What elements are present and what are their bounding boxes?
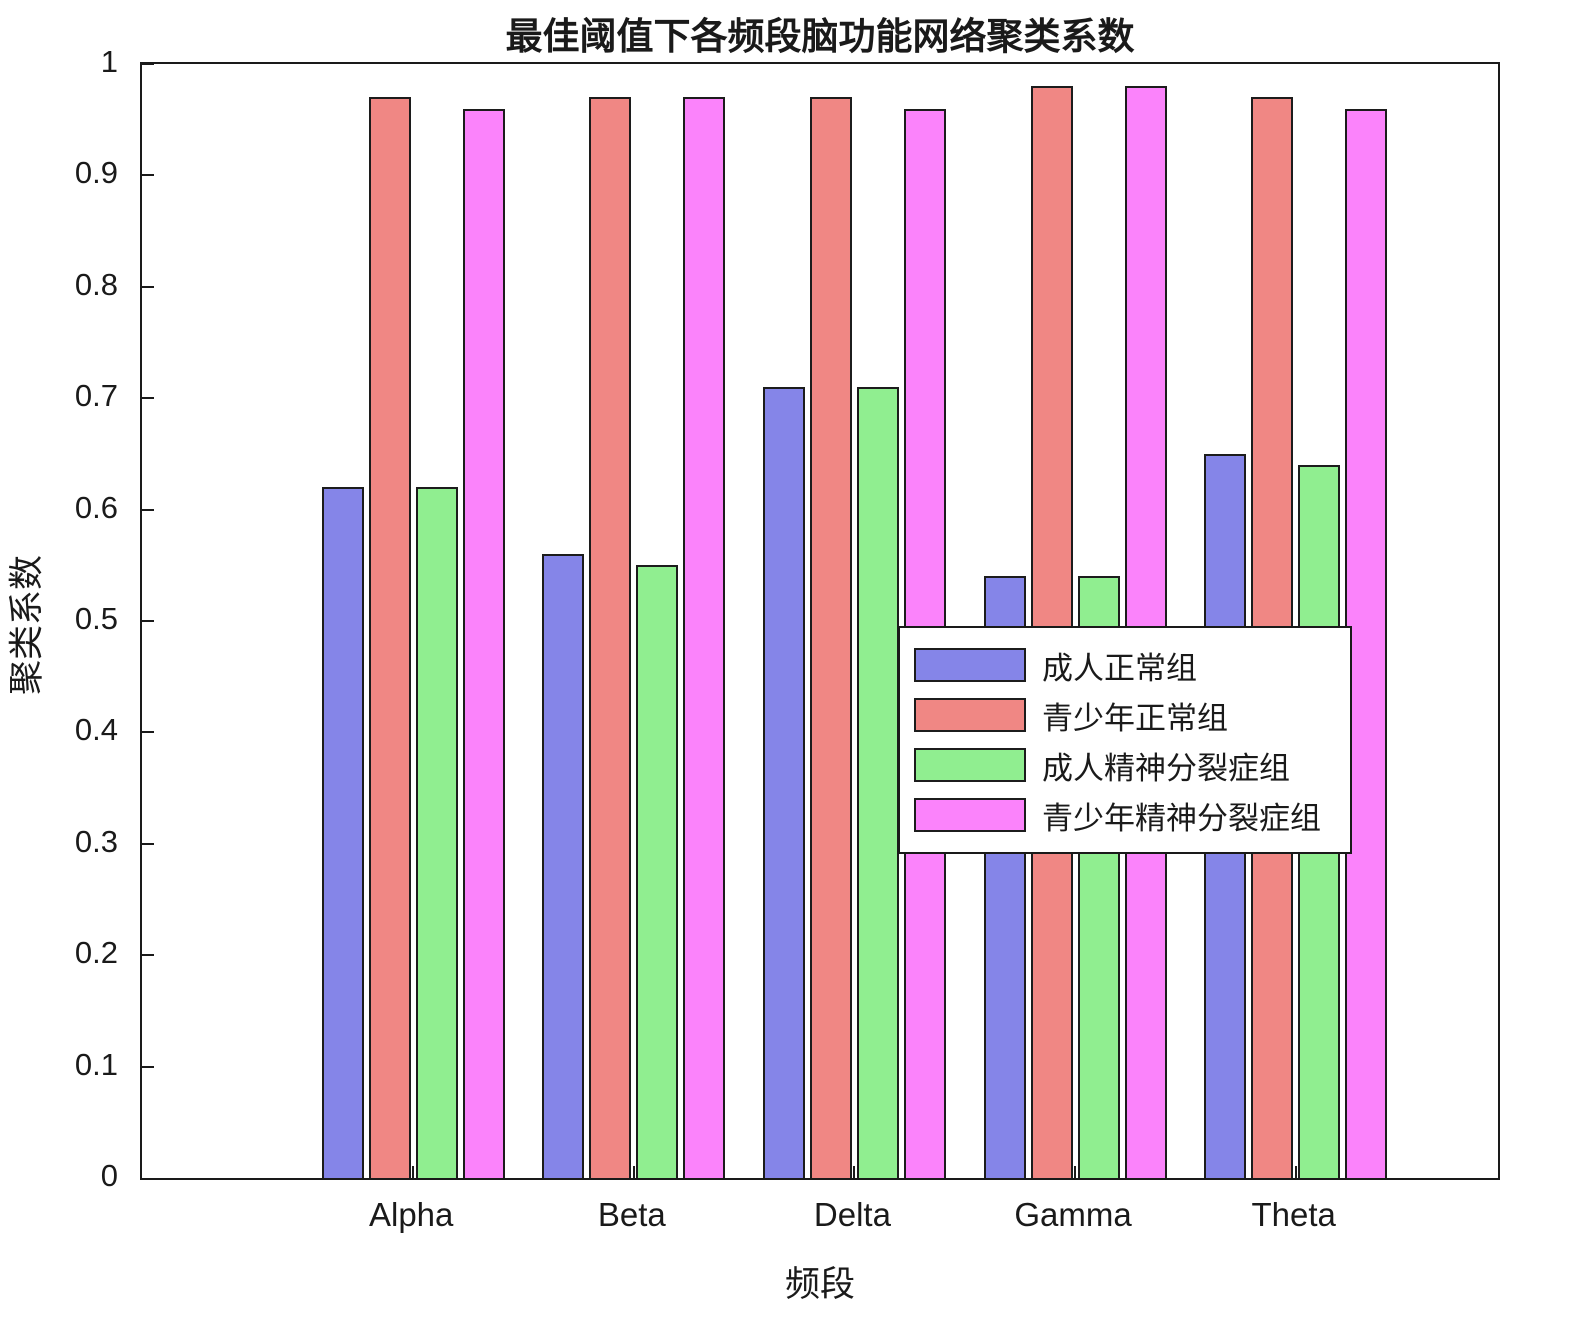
bar-alpha-series-2 xyxy=(415,487,458,1178)
x-tick-mark xyxy=(632,1166,635,1178)
bar-alpha-series-1 xyxy=(368,97,411,1178)
y-tick-mark xyxy=(142,842,154,845)
y-tick-label: 0.7 xyxy=(74,378,118,414)
legend-item: 成人精神分裂症组 xyxy=(914,740,1336,790)
x-axis-label: 频段 xyxy=(784,1265,855,1304)
y-tick-mark xyxy=(142,174,154,177)
y-tick-label: 0 xyxy=(100,1158,118,1193)
bar-beta-series-3 xyxy=(683,97,726,1178)
x-axis-tick-labels: Alpha Beta Delta Gamma Theta xyxy=(140,1196,1500,1244)
y-axis-tick-labels: 0 0.1 0.2 0.3 0.4 0.5 0.6 0.7 0.8 0.9 1 xyxy=(0,44,128,1193)
x-tick-label-theta: Theta xyxy=(1251,1196,1336,1233)
legend: 成人正常组青少年正常组成人精神分裂症组 青少年精神分裂症组 xyxy=(898,626,1352,854)
x-tick-mark xyxy=(1074,1166,1077,1178)
y-tick-mark xyxy=(142,620,154,622)
x-tick-mark xyxy=(412,1166,415,1178)
plot-area xyxy=(140,62,1500,1180)
legend-swatch xyxy=(914,648,1026,682)
y-tick-label: 0.8 xyxy=(74,266,118,302)
bar-delta-series-0 xyxy=(762,387,805,1178)
y-tick-mark xyxy=(142,731,154,734)
legend-label: 成人精神分裂症组 xyxy=(1042,750,1290,786)
y-tick-label: 0.4 xyxy=(74,712,118,748)
bar-alpha-series-3 xyxy=(462,108,505,1178)
y-tick-mark xyxy=(142,285,154,288)
legend-label: 成人正常组 xyxy=(1042,650,1197,686)
bar-theta-series-3 xyxy=(1345,108,1388,1178)
legend-item: 青少年精神分裂症组 xyxy=(914,790,1336,840)
bar-delta-series-2 xyxy=(856,387,899,1178)
y-tick-label: 1 xyxy=(100,44,118,79)
y-tick-label: 0.5 xyxy=(74,601,118,636)
legend-item: 青少年正常组 xyxy=(914,690,1336,740)
y-tick-mark xyxy=(142,954,154,957)
x-tick-mark xyxy=(1294,1166,1297,1178)
legend-swatch xyxy=(914,748,1026,782)
legend-label: 青少年正常组 xyxy=(1042,700,1228,736)
bar-beta-series-0 xyxy=(542,554,585,1178)
x-tick-label-gamma: Gamma xyxy=(1014,1196,1132,1233)
y-tick-mark xyxy=(142,397,154,400)
y-tick-mark xyxy=(142,63,154,65)
chart-title: 最佳阈值下各频段脑功能网络聚类系数 xyxy=(505,16,1135,57)
y-tick-label: 0.9 xyxy=(74,155,118,191)
bar-beta-series-1 xyxy=(589,97,632,1178)
bar-beta-series-2 xyxy=(636,565,679,1178)
bar-delta-series-1 xyxy=(809,97,852,1178)
legend-item: 成人正常组 xyxy=(914,640,1336,690)
x-tick-mark xyxy=(853,1166,856,1178)
y-tick-label: 0.6 xyxy=(74,489,118,525)
x-tick-label-alpha: Alpha xyxy=(368,1196,454,1233)
y-tick-label: 0.1 xyxy=(74,1046,118,1082)
y-tick-mark xyxy=(142,1065,154,1068)
y-tick-mark xyxy=(142,508,154,511)
legend-swatch xyxy=(914,798,1026,832)
legend-swatch xyxy=(914,698,1026,732)
x-tick-label-beta: Beta xyxy=(597,1196,666,1233)
bar-alpha-series-0 xyxy=(321,487,364,1178)
legend-label: 青少年精神分裂症组 xyxy=(1042,800,1321,836)
y-tick-label: 0.3 xyxy=(74,823,118,859)
y-tick-label: 0.2 xyxy=(74,935,118,971)
x-tick-label-delta: Delta xyxy=(813,1196,891,1233)
